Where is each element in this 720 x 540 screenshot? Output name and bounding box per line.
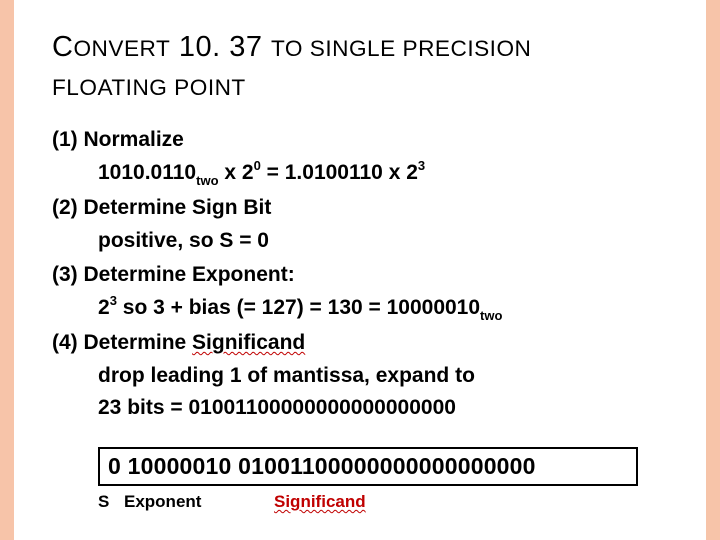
label-significand: Significand	[274, 492, 366, 512]
title-word-convert-cap: C	[52, 31, 73, 63]
s3-exp3: 3	[110, 293, 117, 308]
label-sign: S	[98, 492, 124, 512]
s4-prefix: (4) Determine	[52, 331, 192, 354]
title-line2: FLOATING POINT	[52, 75, 246, 100]
label-exponent: Exponent	[124, 492, 274, 512]
s4-significand-word: Significand	[192, 331, 305, 354]
s3-sub-two: two	[480, 308, 502, 323]
title-rest-line1: TO SINGLE PRECISION	[271, 36, 531, 61]
step-4-body-1: drop leading 1 of mantissa, expand to	[52, 360, 668, 393]
step-1-head: (1) Normalize	[52, 124, 668, 157]
right-accent-stripe	[706, 0, 720, 540]
step-2-body: positive, so S = 0	[52, 225, 668, 258]
s1-x2: x 2	[219, 161, 254, 184]
bit-exponent: 10000010	[128, 453, 232, 479]
s1-exp0: 0	[254, 158, 261, 173]
bit-significand: 01001100000000000000000	[238, 453, 536, 479]
steps-list: (1) Normalize 1010.0110two x 20 = 1.0100…	[52, 124, 668, 425]
step-1-body: 1010.0110two x 20 = 1.0100110 x 23	[52, 157, 668, 190]
step-4-body-2: 23 bits = 01001100000000000000000	[52, 392, 668, 425]
left-accent-stripe	[0, 0, 14, 540]
s1-binary: 1010.0110	[98, 161, 196, 184]
step-2-head: (2) Determine Sign Bit	[52, 192, 668, 225]
title-word-convert-rest: ONVERT	[73, 36, 170, 61]
bit-labels-row: S Exponent Significand	[98, 492, 638, 512]
slide-content: CONVERT 10. 37 TO SINGLE PRECISION FLOAT…	[0, 0, 720, 522]
slide-title: CONVERT 10. 37 TO SINGLE PRECISION FLOAT…	[52, 28, 668, 106]
bit-encoding-box: 0 10000010 01001100000000000000000	[98, 447, 638, 486]
s1-sub-two: two	[196, 173, 218, 188]
step-3-body: 23 so 3 + bias (= 127) = 130 = 10000010t…	[52, 292, 668, 325]
bit-sign: 0	[108, 453, 121, 479]
step-3-head: (3) Determine Exponent:	[52, 259, 668, 292]
s1-eq: = 1.0100110 x 2	[261, 161, 418, 184]
s3-two: 2	[98, 296, 110, 319]
title-number: 10. 37	[170, 31, 271, 63]
s3-rest: so 3 + bias (= 127) = 130 = 10000010	[117, 296, 480, 319]
bit-encoding-block: 0 10000010 01001100000000000000000 S Exp…	[98, 447, 638, 512]
step-4-head: (4) Determine Significand	[52, 327, 668, 360]
s1-exp3: 3	[418, 158, 425, 173]
